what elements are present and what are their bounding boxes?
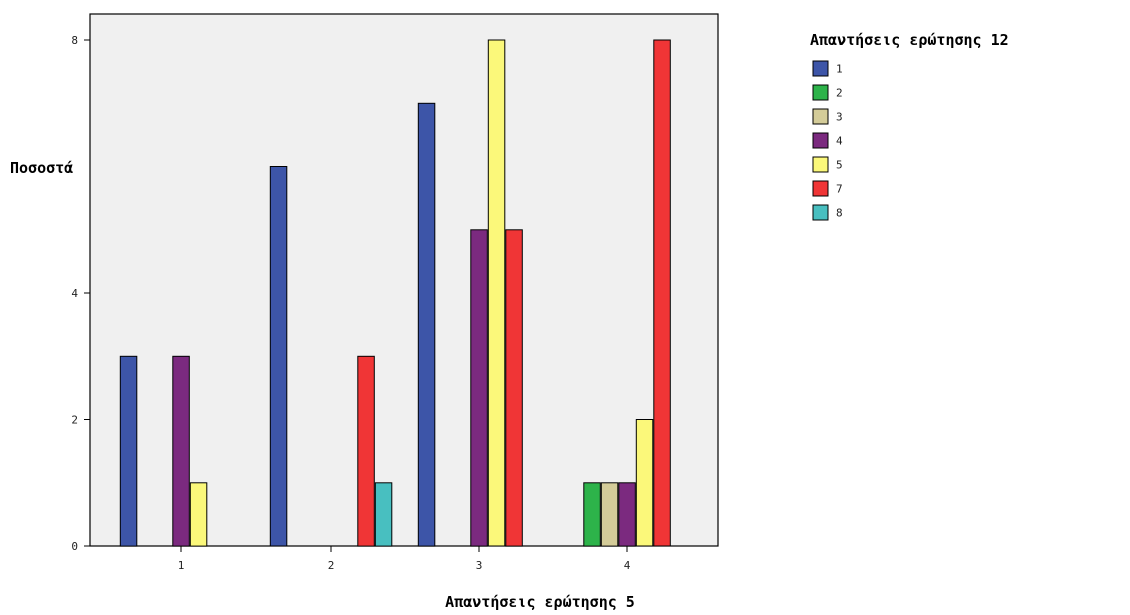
legend-label-7: 7 bbox=[836, 183, 843, 196]
y-axis: 0 2 4 8 bbox=[71, 34, 90, 553]
y-tick-label: 0 bbox=[71, 540, 78, 553]
legend-swatch-5 bbox=[812, 156, 829, 173]
x-axis-title: Απαντήσεις ερώτησης 5 bbox=[445, 593, 635, 611]
bar-cat-2-series-1 bbox=[269, 166, 288, 547]
legend-swatch-2 bbox=[812, 84, 829, 101]
legend-label-4: 4 bbox=[836, 135, 843, 148]
bar-cat-3-series-7 bbox=[505, 229, 523, 547]
bar-cat-4-series-2 bbox=[583, 482, 601, 547]
x-tick-label: 1 bbox=[178, 559, 185, 572]
legend-swatch-1 bbox=[812, 60, 829, 77]
bar-cat-4-series-7 bbox=[653, 39, 671, 547]
x-tick-label: 3 bbox=[476, 559, 483, 572]
legend-swatch-4 bbox=[812, 132, 829, 149]
bar-cat-4-series-4 bbox=[618, 482, 636, 547]
bar-cat-1-series-4 bbox=[172, 355, 190, 547]
bar-cat-3-series-1 bbox=[417, 102, 436, 547]
plot-area bbox=[89, 13, 719, 547]
legend-label-1: 1 bbox=[836, 63, 843, 76]
bar-cat-1-series-1 bbox=[119, 355, 138, 547]
bars-group bbox=[119, 39, 671, 547]
legend-swatch-3 bbox=[812, 108, 829, 125]
y-axis-title: Ποσοστά bbox=[10, 159, 73, 177]
bar-cat-4-series-3 bbox=[600, 482, 619, 547]
x-axis: 1 2 3 4 bbox=[178, 546, 631, 572]
bar-cat-3-series-5 bbox=[487, 39, 506, 547]
legend-swatch-7 bbox=[812, 180, 829, 197]
bar-cat-3-series-4 bbox=[470, 229, 488, 547]
legend-label-2: 2 bbox=[836, 87, 843, 100]
legend-label-3: 3 bbox=[836, 111, 843, 124]
legend-title: Απαντήσεις ερώτησης 12 bbox=[810, 31, 1009, 49]
bar-cat-2-series-7 bbox=[357, 355, 375, 547]
bar-cat-2-series-8 bbox=[374, 482, 393, 547]
x-tick-label: 2 bbox=[328, 559, 335, 572]
legend-label-8: 8 bbox=[836, 207, 843, 220]
x-tick-label: 4 bbox=[624, 559, 631, 572]
legend-label-5: 5 bbox=[836, 159, 843, 172]
legend-items: 1 2 3 4 5 7 8 bbox=[812, 60, 843, 221]
legend: Απαντήσεις ερώτησης 12 1 2 3 4 5 7 8 bbox=[810, 31, 1009, 221]
legend-swatch-8 bbox=[812, 204, 829, 221]
y-tick-label: 2 bbox=[71, 414, 78, 427]
y-tick-label: 4 bbox=[71, 287, 78, 300]
bar-cat-4-series-5 bbox=[635, 419, 654, 547]
y-tick-label: 8 bbox=[71, 34, 78, 47]
bar-cat-1-series-5 bbox=[189, 482, 208, 547]
